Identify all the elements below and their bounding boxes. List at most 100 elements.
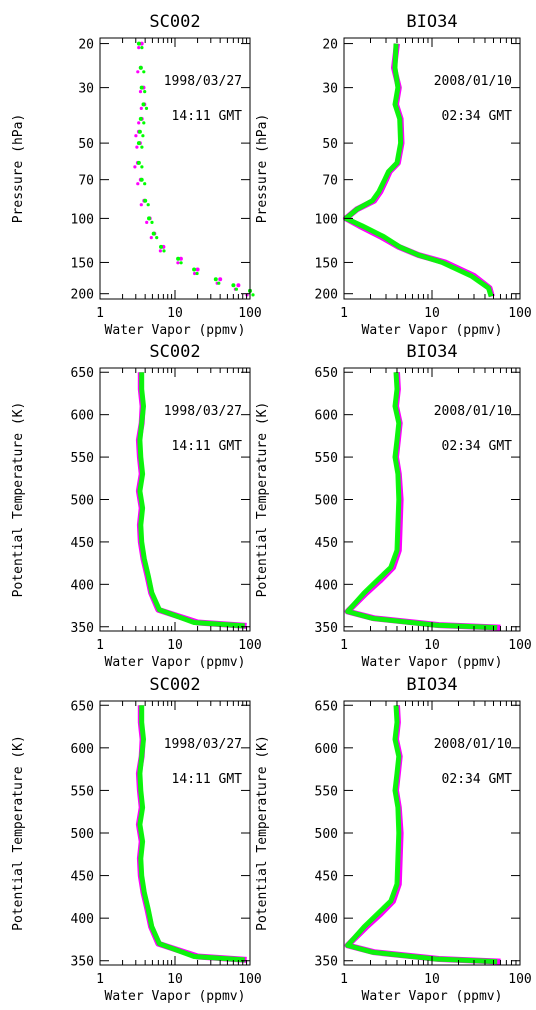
data-point [138,65,143,70]
data-point [158,249,162,253]
y-tick-label: 550 [315,784,338,799]
date-annotation: 1998/03/27 [164,404,242,419]
y-tick-label: 600 [71,742,94,757]
data-point [193,271,197,276]
data-point [195,267,200,272]
y-tick-label: 350 [71,621,94,636]
data-point [137,46,141,50]
time-annotation: 02:34 GMT [442,439,513,454]
data-point [139,177,144,182]
data-point [213,277,218,282]
x-tick-label: 1 [96,638,104,653]
y-tick-label: 50 [322,137,338,152]
x-axis-label: Water Vapor (ppmv) [362,989,503,1004]
x-tick-label: 100 [508,972,531,987]
y-axis-label: Potential Temperature (K) [255,402,270,598]
chart-title: BIO34 [406,342,457,362]
y-tick-label: 450 [71,536,94,551]
chart-title: SC002 [149,12,200,32]
x-tick-label: 100 [238,972,261,987]
y-tick-label: 30 [322,82,338,97]
y-tick-label: 500 [71,494,94,509]
chart-panel-1: 1 10 100 20 30 50 70 100 150 200 SC002 Water Vapor … [11,12,262,338]
chart-panel-4: 1 10 100 350 400 450 500 550 600 650 BIO34 Water Va… [255,342,532,670]
y-tick-label: 650 [315,366,338,381]
y-tick-label: 550 [315,451,338,466]
date-annotation: 1998/03/27 [164,737,242,752]
chart-panel-2: 1 10 100 20 30 50 70 100 150 200 BIO34 Water Vapor … [255,12,532,338]
y-axis-label: Pressure (hPa) [11,114,26,224]
series-line [345,372,498,631]
series-line [345,705,498,965]
y-tick-label: 400 [315,912,338,927]
data-point [140,165,144,169]
data-point [149,236,153,240]
data-point [140,145,144,149]
time-annotation: 14:11 GMT [172,439,243,454]
data-point [140,46,144,50]
data-point [136,182,140,186]
data-point [176,256,181,261]
data-point [136,41,141,46]
y-tick-label: 600 [315,409,338,424]
data-point [136,160,141,165]
y-tick-label: 650 [71,366,94,381]
y-tick-label: 400 [71,578,94,593]
chart-title: SC002 [149,342,200,362]
data-point [139,85,144,90]
data-point [162,249,166,253]
data-point [176,261,180,265]
data-point [151,231,156,236]
data-point [234,287,238,291]
chart-title: BIO34 [406,675,457,695]
data-point [142,70,146,74]
x-axis-label: Water Vapor (ppmv) [362,323,503,338]
x-tick-label: 10 [424,638,440,653]
series-line [137,705,245,963]
chart-title: BIO34 [406,12,457,32]
data-point [137,121,141,125]
y-tick-label: 550 [71,784,94,799]
data-point [143,90,147,94]
date-annotation: 2008/01/10 [434,404,512,419]
x-tick-label: 10 [167,638,183,653]
data-point [236,283,241,288]
series-line [137,372,245,629]
data-point [159,244,163,249]
y-tick-label: 450 [315,870,338,885]
data-point [150,220,154,224]
y-tick-label: 350 [315,621,338,636]
data-point [143,182,147,186]
x-tick-label: 10 [167,306,183,321]
data-point [136,70,140,74]
y-tick-label: 550 [71,451,94,466]
time-annotation: 02:34 GMT [442,109,513,124]
x-tick-label: 100 [238,638,261,653]
data-point [137,129,142,134]
x-tick-label: 100 [508,306,531,321]
data-point [179,261,183,265]
data-point [251,293,255,297]
data-point [155,236,159,240]
data-point [133,165,137,169]
x-axis-label: Water Vapor (ppmv) [105,989,246,1004]
y-tick-label: 70 [322,174,338,189]
y-tick-label: 600 [315,742,338,757]
y-tick-label: 30 [78,82,94,97]
y-tick-label: 200 [71,288,94,303]
data-point [139,203,143,207]
data-point [178,256,183,261]
data-point [147,216,151,221]
y-tick-label: 100 [315,212,338,227]
y-tick-label: 20 [78,38,94,53]
y-tick-label: 650 [71,699,94,714]
data-point [135,145,139,149]
y-tick-label: 650 [315,699,338,714]
y-axis-label: Potential Temperature (K) [255,735,270,931]
chart-title: SC002 [149,675,200,695]
y-tick-label: 450 [71,870,94,885]
data-point [144,106,149,110]
x-tick-label: 1 [340,638,348,653]
x-tick-label: 1 [96,306,104,321]
